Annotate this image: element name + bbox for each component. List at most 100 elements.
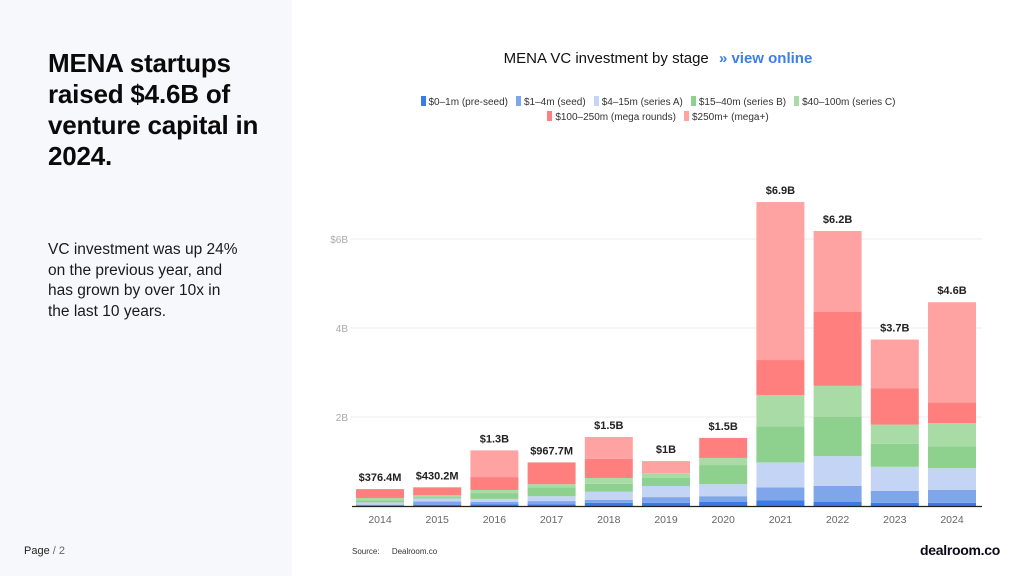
x-tick-label: 2022 [826, 514, 850, 526]
legend-item[interactable]: $1–4m (seed) [515, 95, 586, 110]
summary-text: VC investment was up 24% on the previous… [48, 241, 238, 320]
x-tick-label: 2020 [712, 514, 736, 526]
source-note: Source: Dealroom.co [352, 547, 437, 556]
bar-segment [413, 498, 462, 502]
bar-total-label: $1.5B [594, 420, 623, 432]
legend-label: $0–1m (pre-seed) [428, 97, 508, 108]
headline: MENA startups raised $4.6B of venture ca… [48, 48, 259, 171]
legend-label: $15–40m (series B) [698, 97, 787, 108]
bar-segment [928, 489, 976, 503]
bar-segment [584, 437, 633, 459]
bar-segment [470, 498, 519, 502]
bar-segment [756, 426, 805, 463]
bar-total-label: $1B [656, 444, 676, 456]
legend-item[interactable]: $15–40m (series B) [690, 95, 787, 110]
view-online-link[interactable]: » view online [719, 50, 812, 67]
bar-total-label: $6.9B [766, 185, 795, 197]
bar-segment [584, 483, 633, 492]
bar-segment [642, 473, 690, 478]
bar-segment [756, 462, 805, 488]
x-tick-label: 2016 [483, 514, 507, 526]
bar-segment [756, 395, 805, 427]
bar-segment [527, 487, 576, 497]
bar-segment [356, 500, 404, 503]
bar-segment [813, 456, 862, 486]
legend-swatch [794, 96, 800, 106]
legend-item[interactable]: $100–250m (mega rounds) [547, 110, 676, 125]
bar-segment [470, 493, 519, 499]
bar-segment [413, 504, 462, 506]
bar-total-label: $4.6B [937, 285, 966, 297]
legend-item[interactable]: $40–100m (series C) [794, 95, 895, 110]
bar-segment [928, 468, 976, 490]
dealroom-logo[interactable]: dealroom.co [920, 542, 1000, 558]
bar-total-label: $430.2M [416, 470, 459, 482]
legend-label: $40–100m (series C) [802, 97, 896, 108]
bar-segment [642, 461, 690, 474]
bar-segment [413, 497, 462, 499]
bar-segment [813, 385, 862, 417]
bar-segment [527, 496, 576, 502]
legend-swatch [515, 96, 521, 106]
x-tick-label: 2019 [654, 514, 678, 526]
chart-title: MENA VC investment by stage [503, 50, 709, 67]
bar-segment [813, 417, 862, 457]
legend-swatch [683, 111, 689, 121]
bar-segment [756, 500, 805, 506]
x-tick-label: 2015 [426, 514, 450, 526]
x-tick-label: 2024 [940, 514, 964, 526]
left-panel: MENA startups raised $4.6B of venture ca… [0, 0, 292, 576]
bar-segment [470, 450, 519, 478]
bar-segment [642, 485, 690, 498]
bar-segment [356, 497, 404, 501]
legend-label: $250m+ (mega+) [691, 112, 769, 123]
view-online-label: view online [731, 50, 813, 67]
bar-segment [699, 496, 748, 502]
bar-segment [527, 484, 576, 488]
bar-segment [699, 465, 748, 485]
legend-swatch [690, 96, 696, 106]
legend-row: $0–1m (pre-seed) $1–4m (seed) $4–15m (seri… [292, 95, 1024, 110]
page-indicator: Page / 2 [24, 545, 65, 557]
bar-segment [870, 443, 919, 467]
bar-segment [928, 423, 976, 447]
double-chevron-right-icon: » [718, 50, 728, 67]
bar-segment [527, 504, 576, 506]
bar-segment [699, 501, 748, 506]
y-tick-label: 2B [336, 413, 349, 424]
legend-item[interactable]: $4–15m (series A) [593, 95, 683, 110]
bar-segment [470, 504, 519, 506]
bar-segment [928, 402, 976, 424]
bar-total-label: $967.7M [530, 445, 573, 457]
stacked-bar-chart: 2B 4B $6B $376.4M 2014 $430.2M 2015 $1.3B 2016 $9… [330, 185, 982, 526]
bar-segment [699, 484, 748, 497]
legend-swatch [547, 111, 553, 121]
bar-segment [413, 487, 462, 496]
bar-segment [928, 446, 976, 469]
chart-legend: $0–1m (pre-seed) $1–4m (seed) $4–15m (seri… [292, 95, 1024, 125]
bar-segment [813, 230, 862, 312]
bar-segment [813, 485, 862, 502]
bar-segment [699, 457, 748, 466]
x-tick-label: 2021 [769, 514, 793, 526]
bar-total-label: $3.7B [880, 323, 909, 335]
x-tick-label: 2018 [597, 514, 621, 526]
bar-segment [527, 501, 576, 505]
x-tick-label: 2014 [368, 514, 392, 526]
bar-segment [470, 489, 519, 494]
bar-segment [527, 462, 576, 485]
legend-item[interactable]: $250m+ (mega+) [683, 110, 769, 125]
legend-item[interactable]: $0–1m (pre-seed) [420, 95, 508, 110]
bar-segment [928, 302, 976, 403]
source-value: Dealroom.co [391, 547, 438, 556]
bar-segment [756, 487, 805, 501]
bar-segment [584, 502, 633, 506]
bar-segment [584, 458, 633, 478]
bar-segment [470, 477, 519, 490]
x-tick-label: 2017 [540, 514, 564, 526]
bar-total-label: $6.2B [823, 214, 852, 226]
source-label: Source: [352, 547, 380, 556]
bar-segment [356, 502, 404, 505]
bar-segment [813, 501, 862, 506]
bar-segment [870, 466, 919, 491]
